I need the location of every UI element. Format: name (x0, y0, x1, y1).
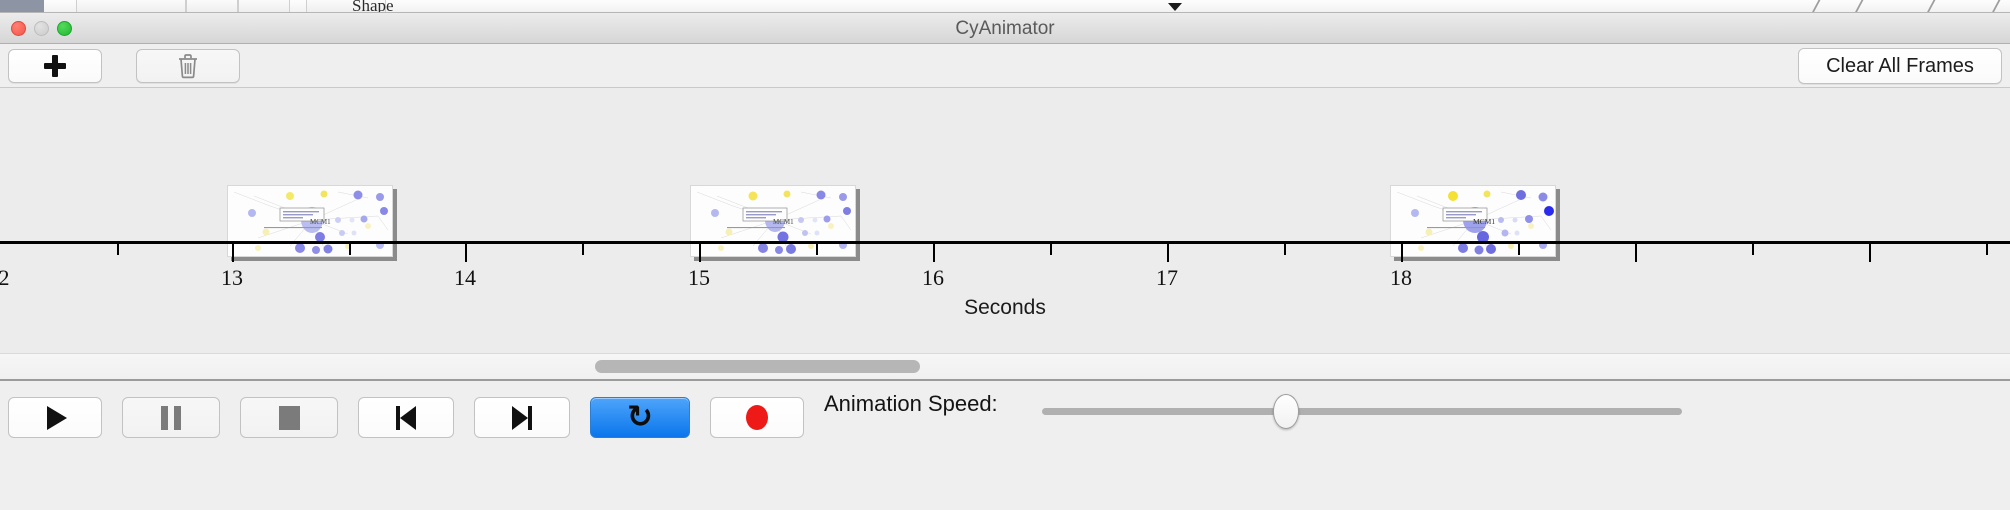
animation-speed-slider[interactable] (1042, 394, 1682, 429)
network-graph-icon: MCM1 (1396, 190, 1554, 255)
thumbnail-image: MCM1 (227, 185, 393, 257)
ruler-label: 2 (0, 265, 10, 290)
record-icon (746, 405, 768, 430)
ruler-label: 14 (454, 265, 476, 290)
svg-text:MCM1: MCM1 (1473, 217, 1495, 226)
clear-all-frames-button[interactable]: Clear All Frames (1798, 48, 2002, 84)
timeline-ruler[interactable]: 2 13 14 15 16 17 18 (0, 241, 2010, 341)
ruler-tick-minor (1986, 244, 1988, 255)
network-graph-icon: MCM1 (696, 190, 852, 254)
skip-forward-icon (512, 405, 532, 430)
keyframe-thumbnail[interactable]: MCM1 (1390, 185, 1560, 261)
ruler-tick-major (699, 244, 701, 262)
record-button[interactable] (710, 397, 804, 438)
ruler-tick-minor (1752, 244, 1754, 255)
pause-button[interactable] (122, 397, 220, 438)
stop-button[interactable] (240, 397, 338, 438)
ruler-tick-minor (1050, 244, 1052, 255)
ruler-label: 13 (221, 265, 243, 290)
slider-track[interactable] (1042, 408, 1682, 415)
timeline-scrollbar[interactable] (0, 353, 2010, 379)
minimize-button[interactable] (34, 21, 49, 36)
play-icon (47, 405, 67, 430)
ruler-tick-minor (117, 244, 119, 255)
skip-end-button[interactable] (474, 397, 570, 438)
background-tab-label: Shape (352, 0, 394, 13)
zoom-button[interactable] (57, 21, 72, 36)
ruler-tick-minor (1518, 244, 1520, 255)
ruler-tick-major (1167, 244, 1169, 262)
animation-speed-label: Animation Speed: (824, 391, 998, 416)
ruler-label: 16 (922, 265, 944, 290)
skip-start-button[interactable] (358, 397, 454, 438)
scrollbar-thumb[interactable] (595, 360, 920, 373)
loop-button[interactable]: ↻ (590, 397, 690, 438)
thumbnail-image: MCM1 (690, 185, 856, 257)
ruler-tick-major (465, 244, 467, 262)
svg-text:MCM1: MCM1 (310, 218, 331, 226)
delete-frame-button[interactable] (136, 49, 240, 83)
ruler-tick-minor (582, 244, 584, 255)
toolbar: Clear All Frames (0, 44, 2010, 88)
ruler-tick-major (1635, 244, 1637, 262)
close-button[interactable] (11, 21, 26, 36)
ruler-label: 15 (688, 265, 710, 290)
ruler-tick-minor (1284, 244, 1286, 255)
axis-title: Seconds (964, 296, 1046, 319)
ruler-tick-minor (349, 244, 351, 255)
background-window-strip: Shape (0, 0, 2010, 13)
loop-icon: ↻ (627, 399, 653, 435)
thumbnail-image: MCM1 (1390, 185, 1556, 257)
timeline-panel[interactable]: MCM1 (0, 88, 2010, 353)
ruler-label: 18 (1390, 265, 1412, 290)
ruler-tick-major (1869, 244, 1871, 262)
title-bar: CyAnimator (0, 13, 2010, 44)
trash-icon (179, 54, 197, 79)
pause-icon (161, 405, 181, 430)
playback-control-bar: ↻ Animation Speed: (0, 379, 2010, 510)
window-controls (11, 21, 72, 36)
keyframe-thumbnail[interactable]: MCM1 (690, 185, 860, 261)
add-frame-button[interactable] (8, 49, 102, 83)
ruler-tick-minor (816, 244, 818, 255)
ruler-label: 17 (1156, 265, 1178, 290)
clear-all-frames-label: Clear All Frames (1826, 54, 1974, 77)
play-button[interactable] (8, 397, 102, 438)
ruler-tick-major (1401, 244, 1403, 262)
svg-text:MCM1: MCM1 (773, 218, 794, 226)
keyframe-thumbnail[interactable]: MCM1 (227, 185, 397, 261)
window-title: CyAnimator (955, 18, 1055, 39)
ruler-tick-major (933, 244, 935, 262)
skip-backward-icon (396, 405, 416, 430)
stop-icon (278, 405, 300, 430)
slider-thumb[interactable] (1273, 394, 1299, 429)
plus-icon (44, 55, 66, 77)
ruler-tick-major (232, 244, 234, 262)
ruler-axis-line (0, 241, 2010, 244)
background-cursor-icon (1168, 3, 1182, 11)
